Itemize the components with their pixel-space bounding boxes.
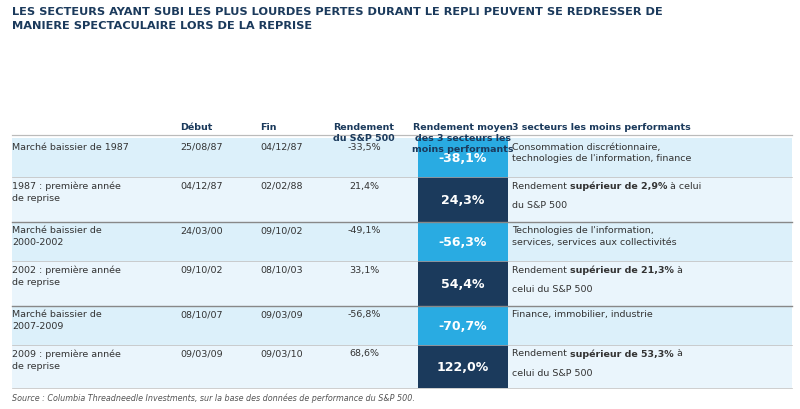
Text: LES SECTEURS AYANT SUBI LES PLUS LOURDES PERTES DURANT LE REPLI PEUVENT SE REDRE: LES SECTEURS AYANT SUBI LES PLUS LOURDES… <box>12 7 662 17</box>
Text: -70,7%: -70,7% <box>438 319 487 332</box>
Bar <box>418 178 508 222</box>
Bar <box>418 261 508 306</box>
Bar <box>12 222 792 261</box>
Text: supérieur de 21,3%: supérieur de 21,3% <box>570 265 674 274</box>
Bar <box>12 139 792 178</box>
Text: Rendement: Rendement <box>512 181 570 190</box>
Text: Marché baissier de
2007-2009: Marché baissier de 2007-2009 <box>12 310 102 330</box>
Text: 09/03/09: 09/03/09 <box>260 310 302 318</box>
Text: -33,5%: -33,5% <box>347 142 381 151</box>
Text: Source : Columbia Threadneedle Investments, sur la base des données de performan: Source : Columbia Threadneedle Investmen… <box>12 393 415 402</box>
Text: -38,1%: -38,1% <box>438 152 487 165</box>
Text: supérieur de 2,9%: supérieur de 2,9% <box>570 181 667 191</box>
Text: 09/03/09: 09/03/09 <box>180 348 222 357</box>
Text: -56,8%: -56,8% <box>347 310 381 318</box>
Bar <box>418 345 508 388</box>
Text: Rendement: Rendement <box>512 265 570 274</box>
Text: du S&P 500: du S&P 500 <box>512 201 567 210</box>
Text: 2002 : première année
de reprise: 2002 : première année de reprise <box>12 265 121 286</box>
Text: 68,6%: 68,6% <box>349 348 379 357</box>
Bar <box>12 178 792 222</box>
Text: 09/10/02: 09/10/02 <box>260 226 302 235</box>
Text: -49,1%: -49,1% <box>347 226 381 235</box>
Text: Début: Début <box>180 123 212 132</box>
Text: Rendement moyen
des 3 secteurs les
moins performants: Rendement moyen des 3 secteurs les moins… <box>412 123 514 154</box>
Text: 09/03/10: 09/03/10 <box>260 348 302 357</box>
Text: Fin: Fin <box>260 123 277 132</box>
Text: supérieur de 53,3%: supérieur de 53,3% <box>570 348 674 358</box>
Bar <box>418 306 508 345</box>
Text: Marché baissier de
2000-2002: Marché baissier de 2000-2002 <box>12 226 102 247</box>
Text: celui du S&P 500: celui du S&P 500 <box>512 285 593 294</box>
Text: Rendement: Rendement <box>512 348 570 357</box>
Text: 08/10/03: 08/10/03 <box>260 265 302 274</box>
Text: 122,0%: 122,0% <box>437 360 489 373</box>
Text: 1987 : première année
de reprise: 1987 : première année de reprise <box>12 181 121 202</box>
Text: 3 secteurs les moins performants: 3 secteurs les moins performants <box>512 123 690 132</box>
Text: 25/08/87: 25/08/87 <box>180 142 222 151</box>
Text: à: à <box>674 265 682 274</box>
Text: Consommation discrétionnaire,
technologies de l'information, finance: Consommation discrétionnaire, technologi… <box>512 142 691 163</box>
Text: celui du S&P 500: celui du S&P 500 <box>512 368 593 377</box>
Bar <box>12 261 792 306</box>
Bar <box>12 345 792 388</box>
Text: 21,4%: 21,4% <box>349 181 379 190</box>
Text: 33,1%: 33,1% <box>349 265 379 274</box>
Text: Rendement
du S&P 500: Rendement du S&P 500 <box>333 123 395 143</box>
Bar <box>418 222 508 261</box>
Bar <box>418 139 508 178</box>
Text: 24,3%: 24,3% <box>441 193 485 207</box>
Text: 04/12/87: 04/12/87 <box>260 142 302 151</box>
Text: 02/02/88: 02/02/88 <box>260 181 302 190</box>
Text: 09/10/02: 09/10/02 <box>180 265 222 274</box>
Text: à celui: à celui <box>667 181 702 190</box>
Text: -56,3%: -56,3% <box>438 235 487 248</box>
Text: MANIERE SPECTACULAIRE LORS DE LA REPRISE: MANIERE SPECTACULAIRE LORS DE LA REPRISE <box>12 21 312 31</box>
Text: à: à <box>674 348 682 357</box>
Text: Marché baissier de 1987: Marché baissier de 1987 <box>12 142 129 151</box>
Text: 2009 : première année
de reprise: 2009 : première année de reprise <box>12 348 121 370</box>
Text: 24/03/00: 24/03/00 <box>180 226 222 235</box>
Text: Finance, immobilier, industrie: Finance, immobilier, industrie <box>512 310 653 318</box>
Text: 54,4%: 54,4% <box>441 277 485 290</box>
Text: 04/12/87: 04/12/87 <box>180 181 222 190</box>
Bar <box>12 306 792 345</box>
Text: Technologies de l'information,
services, services aux collectivités: Technologies de l'information, services,… <box>512 226 677 247</box>
Text: 08/10/07: 08/10/07 <box>180 310 222 318</box>
